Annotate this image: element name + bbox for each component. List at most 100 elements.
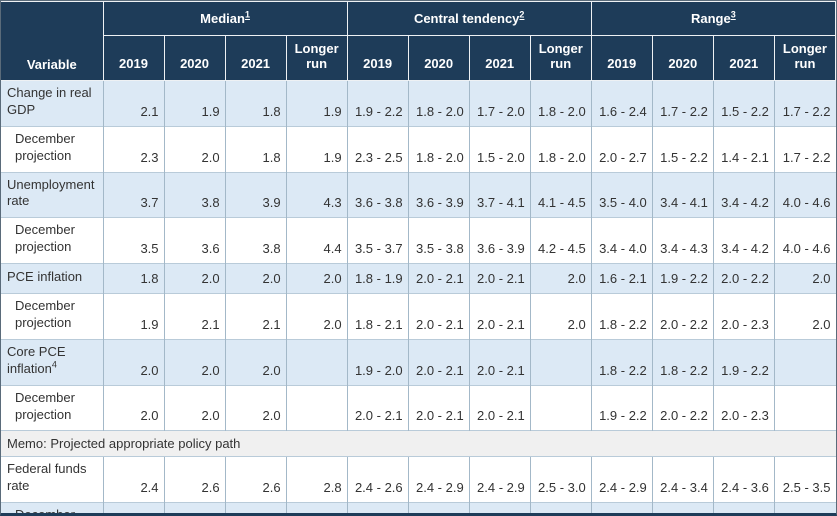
year-header: 2019 bbox=[346, 35, 409, 81]
value-cell: 2.6 bbox=[163, 456, 226, 503]
value-cell: 1.8 - 2.0 bbox=[529, 125, 592, 173]
value-cell: 3.4 - 4.3 bbox=[651, 217, 714, 264]
value-cell: 2.0 - 2.1 bbox=[407, 293, 470, 340]
value-cell: 3.5 - 3.8 bbox=[407, 217, 470, 264]
year-header: 2019 bbox=[102, 35, 165, 81]
value-cell: 4.0 - 4.6 bbox=[773, 217, 836, 264]
year-header: 2020 bbox=[651, 35, 714, 81]
year-header: 2021 bbox=[468, 35, 531, 81]
year-header: 2021 bbox=[712, 35, 775, 81]
year-header: Longer run bbox=[285, 35, 348, 81]
value-cell: 2.0 bbox=[163, 125, 226, 173]
value-cell: 2.0 bbox=[224, 384, 287, 431]
value-cell: 2.6 - 3.1 bbox=[346, 502, 409, 513]
value-cell: 2.8 bbox=[285, 502, 348, 513]
year-header: Longer run bbox=[773, 35, 836, 81]
value-cell: 1.5 - 2.2 bbox=[651, 125, 714, 173]
value-cell: 1.6 - 2.4 bbox=[590, 80, 653, 127]
value-cell: 2.6 - 3.1 bbox=[468, 502, 531, 513]
value-cell: 1.8 - 2.0 bbox=[529, 80, 592, 127]
row-label: PCE inflation bbox=[1, 263, 103, 294]
value-cell: 1.8 - 2.2 bbox=[590, 293, 653, 340]
table-row: December projection 3.5 3.6 3.8 4.4 3.5 - 3.7… bbox=[1, 217, 836, 264]
value-cell: 2.4 - 3.6 bbox=[651, 502, 714, 513]
value-cell: 1.9 - 2.2 bbox=[590, 384, 653, 431]
year-header: 2021 bbox=[224, 35, 287, 81]
value-cell: 2.0 bbox=[163, 384, 226, 431]
value-cell: 1.9 bbox=[285, 125, 348, 173]
value-cell: 3.6 - 3.9 bbox=[468, 217, 531, 264]
value-cell: 2.0 - 2.2 bbox=[712, 263, 775, 294]
value-cell: 3.4 - 4.0 bbox=[590, 217, 653, 264]
value-cell: 1.9 - 2.2 bbox=[712, 338, 775, 386]
footnote-link-3[interactable]: 3 bbox=[730, 9, 736, 20]
value-cell: 2.0 - 2.1 bbox=[407, 338, 470, 386]
value-cell: 3.7 bbox=[102, 171, 165, 218]
value-cell bbox=[529, 338, 592, 386]
value-cell: 2.0 - 2.3 bbox=[712, 293, 775, 340]
table-row: Unemployment rate 3.7 3.8 3.9 4.3 3.6 - 3.8 3.… bbox=[1, 171, 836, 218]
table-header: Variable Median1 Central tendency2 Range3 2… bbox=[1, 1, 836, 81]
value-cell: 3.6 - 3.9 bbox=[407, 171, 470, 218]
value-cell: 3.4 - 4.2 bbox=[712, 171, 775, 218]
value-cell: 2.6 bbox=[224, 456, 287, 503]
value-cell: 2.4 - 2.9 bbox=[468, 456, 531, 503]
value-cell: 3.5 - 4.0 bbox=[590, 171, 653, 218]
value-cell: 2.0 bbox=[773, 263, 836, 294]
table-body: Change in real GDP 2.1 1.9 1.8 1.9 1.9 - 2.2 1… bbox=[1, 80, 836, 513]
group-header-label: Median bbox=[200, 11, 245, 26]
value-cell: 2.9 bbox=[102, 502, 165, 513]
footnote-link-2[interactable]: 2 bbox=[519, 9, 525, 20]
footnote-link-1[interactable]: 1 bbox=[244, 9, 250, 20]
group-header-label: Range bbox=[691, 11, 731, 26]
table-row: Change in real GDP 2.1 1.9 1.8 1.9 1.9 - 2.2 1… bbox=[1, 80, 836, 127]
row-label: Core PCE inflation4 bbox=[1, 338, 103, 386]
row-label-text: December projection bbox=[15, 389, 75, 422]
value-cell: 3.7 - 4.1 bbox=[468, 171, 531, 218]
value-cell: 2.0 bbox=[285, 293, 348, 340]
value-cell: 2.0 - 2.2 bbox=[651, 384, 714, 431]
value-cell: 3.1 bbox=[224, 502, 287, 513]
group-header-label: Central tendency bbox=[413, 11, 520, 26]
table-row: December projection 2.3 2.0 1.8 1.9 2.3 - 2.5… bbox=[1, 125, 836, 173]
group-header-central-tendency: Central tendency2 bbox=[346, 1, 592, 36]
value-cell: 2.0 - 2.1 bbox=[407, 384, 470, 431]
value-cell: 1.7 - 2.2 bbox=[651, 80, 714, 127]
value-cell: 1.8 - 2.0 bbox=[407, 125, 470, 173]
footnote-ref-4: 4 bbox=[51, 359, 57, 370]
value-cell: 1.8 - 2.0 bbox=[407, 80, 470, 127]
value-cell: 1.5 - 2.0 bbox=[468, 125, 531, 173]
value-cell: 1.8 - 1.9 bbox=[346, 263, 409, 294]
value-cell: 2.0 bbox=[285, 263, 348, 294]
group-header-range: Range3 bbox=[590, 1, 836, 36]
table-row: Federal funds rate 2.4 2.6 2.6 2.8 2.4 - 2.6 2… bbox=[1, 456, 836, 503]
value-cell: 2.0 bbox=[163, 263, 226, 294]
table-row: Core PCE inflation4 2.0 2.0 2.0 1.9 - 2.0 2.0… bbox=[1, 338, 836, 386]
value-cell: 1.8 bbox=[224, 80, 287, 127]
value-cell: 2.0 bbox=[102, 384, 165, 431]
value-cell: 2.0 bbox=[163, 338, 226, 386]
value-cell bbox=[529, 384, 592, 431]
value-cell: 1.9 - 2.2 bbox=[346, 80, 409, 127]
value-cell: 1.7 - 2.2 bbox=[773, 80, 836, 127]
value-cell: 1.7 - 2.0 bbox=[468, 80, 531, 127]
row-label: Unemployment rate bbox=[1, 171, 103, 218]
row-label: December projection bbox=[1, 293, 103, 340]
value-cell: 1.9 bbox=[285, 80, 348, 127]
year-header: 2020 bbox=[163, 35, 226, 81]
row-label-text: December projection bbox=[15, 222, 75, 255]
value-cell: 2.0 - 2.7 bbox=[590, 125, 653, 173]
value-cell: 1.8 bbox=[102, 263, 165, 294]
row-label-text: Unemployment rate bbox=[7, 176, 95, 209]
value-cell: 4.3 bbox=[285, 171, 348, 218]
year-header: 2020 bbox=[407, 35, 470, 81]
row-label: December projection bbox=[1, 217, 103, 264]
value-cell: 2.0 - 2.1 bbox=[346, 384, 409, 431]
year-header: 2019 bbox=[590, 35, 653, 81]
row-label-text: December projection bbox=[15, 298, 75, 331]
value-cell: 2.0 - 2.1 bbox=[468, 384, 531, 431]
memo-label: Memo: Projected appropriate policy path bbox=[1, 430, 836, 457]
year-header: Longer run bbox=[529, 35, 592, 81]
group-header-row: Variable Median1 Central tendency2 Range3 bbox=[1, 1, 836, 81]
